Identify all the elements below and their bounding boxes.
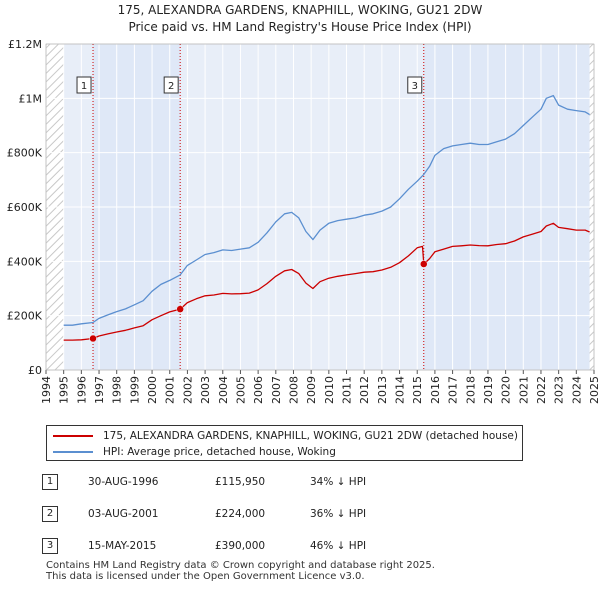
series-line-hpi (63, 94, 590, 326)
x-tick-label: 2018 (464, 376, 477, 404)
sale-row: 2 03-AUG-2001 £224,000 36% ↓ HPI (0, 506, 600, 528)
sale-date: 15-MAY-2015 (88, 540, 157, 552)
x-tick-label: 2021 (517, 376, 530, 404)
legend-label-property: 175, ALEXANDRA GARDENS, KNAPHILL, WOKING… (103, 430, 518, 442)
x-tick-label: 2016 (429, 376, 442, 404)
x-tick-label: 2022 (535, 376, 548, 404)
x-tick-label: 2010 (323, 376, 336, 404)
x-tick-label: 2015 (411, 376, 424, 404)
y-tick-label: £800K (7, 147, 43, 160)
x-tick-label: 1994 (40, 376, 53, 404)
y-tick-label: £1.2M (8, 38, 42, 51)
y-tick-label: £1M (19, 92, 43, 105)
y-tick-label: £600K (7, 201, 43, 214)
chart-subtitle: Price paid vs. HM Land Registry's House … (128, 20, 471, 34)
x-tick-label: 2007 (270, 376, 283, 404)
x-tick-label: 2019 (482, 376, 495, 404)
footer-attribution: Contains HM Land Registry data © Crown c… (46, 560, 435, 582)
sale-row: 1 30-AUG-1996 £115,950 34% ↓ HPI (0, 474, 600, 496)
chart-title: 175, ALEXANDRA GARDENS, KNAPHILL, WOKING… (118, 3, 483, 17)
legend-label-hpi: HPI: Average price, detached house, Woki… (103, 446, 336, 458)
sale-marker-label: 3 (412, 81, 418, 92)
price-chart: 175, ALEXANDRA GARDENS, KNAPHILL, WOKING… (7, 3, 600, 404)
x-tick-label: 2004 (217, 376, 230, 404)
y-tick-label: £0 (28, 364, 42, 377)
x-tick-label: 2024 (570, 376, 583, 404)
sale-hpi-diff: 34% ↓ HPI (310, 476, 367, 488)
x-tick-label: 2011 (341, 376, 354, 404)
x-tick-label: 2000 (146, 376, 159, 404)
sale-price: £224,000 (215, 508, 266, 520)
sale-date: 30-AUG-1996 (88, 476, 159, 488)
x-tick-label: 2003 (199, 376, 212, 404)
sale-price: £390,000 (215, 540, 266, 552)
legend-item-hpi: HPI: Average price, detached house, Woki… (53, 444, 336, 460)
footer-line-copyright: Contains HM Land Registry data © Crown c… (46, 560, 435, 571)
x-tick-label: 2012 (358, 376, 371, 404)
y-tick-label: £200K (7, 310, 43, 323)
x-tick-label: 2014 (394, 376, 407, 404)
sale-point (420, 260, 428, 268)
plot-frame (45, 43, 595, 371)
sale-row: 3 15-MAY-2015 £390,000 46% ↓ HPI (0, 538, 600, 560)
chart-legend: 175, ALEXANDRA GARDENS, KNAPHILL, WOKING… (46, 425, 523, 461)
x-tick-label: 2005 (234, 376, 247, 404)
sale-marker: 2 (42, 506, 58, 522)
sale-marker-box (76, 76, 92, 94)
x-tick-label: 1999 (128, 376, 141, 404)
x-tick-label: 2008 (287, 376, 300, 404)
sale-marker-label: 1 (81, 81, 87, 92)
x-tick-label: 1996 (75, 376, 88, 404)
x-tick-label: 1997 (93, 376, 106, 404)
x-tick-label: 2009 (305, 376, 318, 404)
x-tick-label: 1998 (111, 376, 124, 404)
sale-marker: 1 (42, 474, 58, 490)
footer-line-licence: This data is licensed under the Open Gov… (46, 571, 365, 582)
x-tick-label: 2023 (553, 376, 566, 404)
legend-item-property: 175, ALEXANDRA GARDENS, KNAPHILL, WOKING… (53, 428, 518, 444)
sale-marker-label: 2 (168, 81, 174, 92)
sale-price: £115,950 (215, 476, 266, 488)
legend-swatch-property (53, 435, 93, 437)
sale-hpi-diff: 46% ↓ HPI (310, 540, 367, 552)
sale-point (89, 334, 97, 343)
x-tick-label: 1995 (58, 376, 71, 404)
x-tick-label: 2020 (500, 376, 513, 404)
sale-marker: 3 (42, 538, 58, 554)
x-tick-label: 2025 (588, 376, 600, 404)
x-tick-label: 2013 (376, 376, 389, 404)
y-tick-label: £400K (7, 255, 43, 268)
x-tick-label: 2001 (164, 376, 177, 404)
sale-date: 03-AUG-2001 (88, 508, 159, 520)
x-tick-label: 2006 (252, 376, 265, 404)
series-line-property (63, 222, 590, 341)
x-tick-label: 2002 (181, 376, 194, 404)
sale-marker-box (407, 76, 423, 94)
legend-swatch-hpi (53, 451, 93, 453)
sale-hpi-diff: 36% ↓ HPI (310, 508, 367, 520)
sale-point (176, 305, 184, 313)
x-tick-label: 2017 (447, 376, 460, 404)
sale-marker-box (163, 76, 179, 94)
